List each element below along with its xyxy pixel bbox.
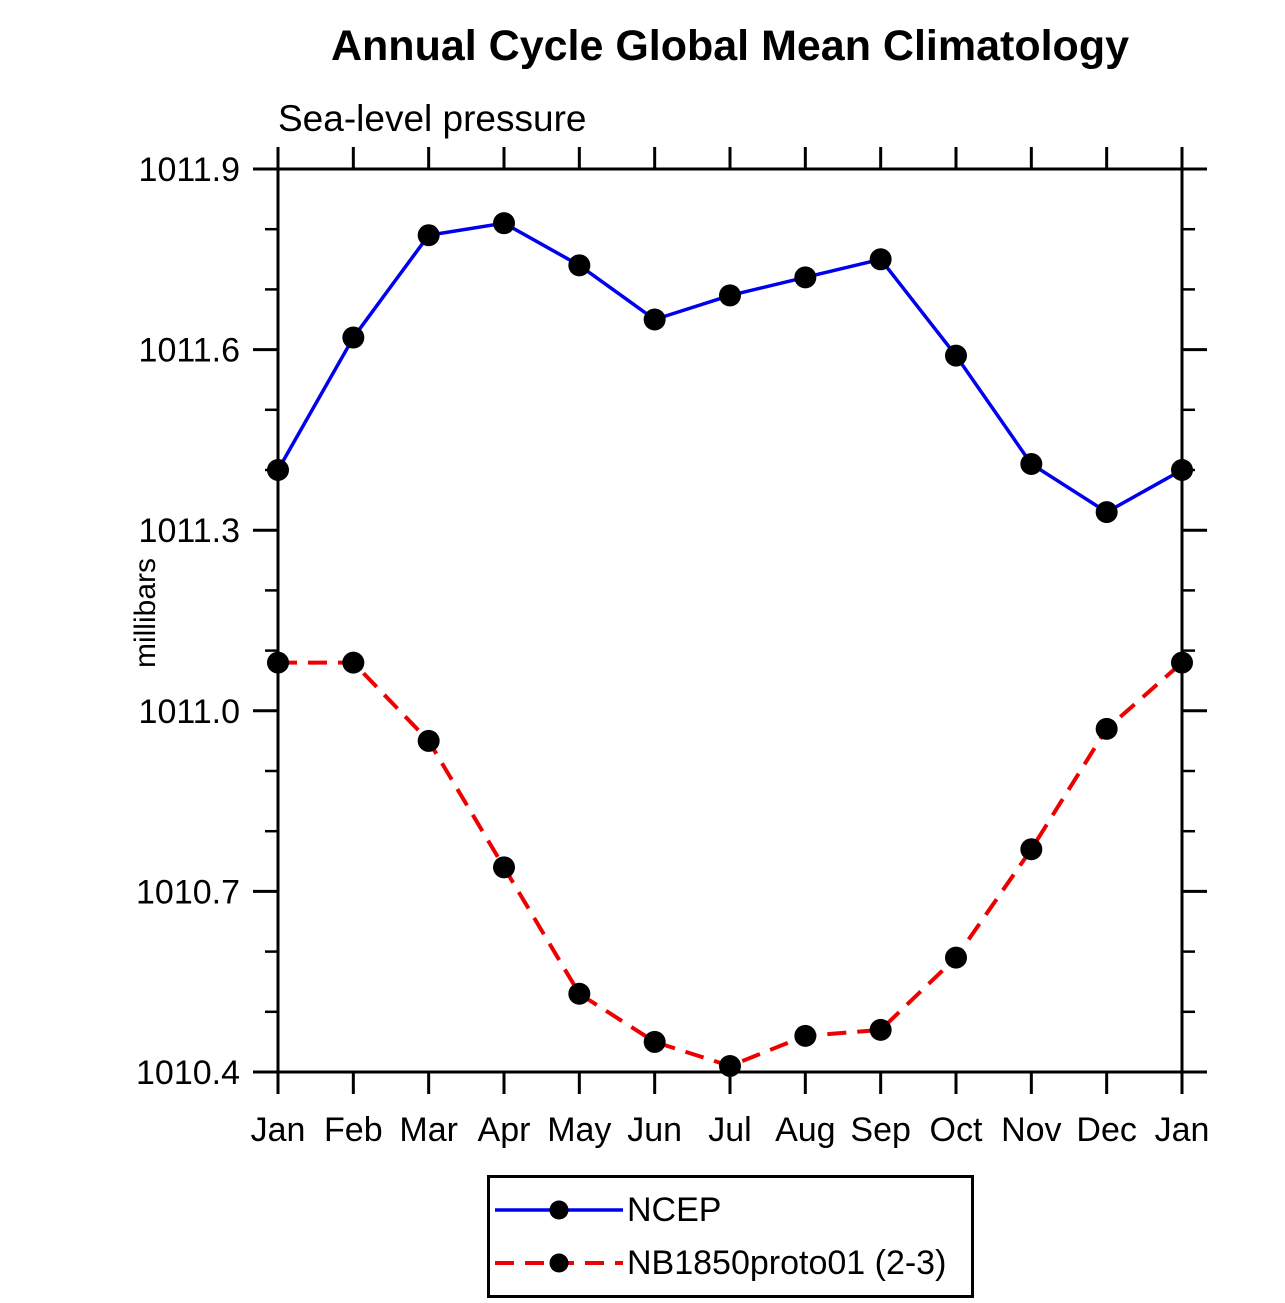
series-marker-nb1850proto01 — [267, 651, 289, 674]
series-line-ncep — [276, 221, 1183, 515]
series-marker-ncep — [568, 254, 591, 277]
legend-box: NCEP NB1850proto01 (2-3) — [487, 1175, 974, 1298]
chart-subtitle: Sea-level pressure — [278, 98, 587, 139]
series-marker-nb1850proto01 — [1095, 717, 1118, 740]
y-tick-label: 1011.6 — [139, 332, 240, 370]
series-marker-nb1850proto01 — [869, 1018, 892, 1041]
series-marker-nb1850proto01 — [643, 1030, 666, 1053]
series-marker-ncep — [719, 284, 741, 307]
series-marker-nb1850proto01 — [417, 729, 440, 752]
series-marker-ncep — [267, 459, 289, 481]
x-tick-label: Apr — [478, 1111, 531, 1149]
series-marker-nb1850proto01 — [493, 856, 515, 879]
x-tick-label: Sep — [850, 1111, 911, 1149]
x-tick-label: Mar — [399, 1111, 458, 1149]
x-tick-label: Jan — [251, 1111, 306, 1149]
x-tick-label: May — [547, 1111, 611, 1149]
legend-marker-ncep — [549, 1200, 569, 1220]
x-tick-label: Jun — [627, 1111, 682, 1149]
legend-entry-ncep: NCEP — [492, 1190, 971, 1230]
series-marker-nb1850proto01 — [1020, 838, 1043, 861]
x-tick-label: Jul — [708, 1111, 751, 1149]
series-marker-ncep — [1020, 452, 1043, 475]
series-marker-ncep — [794, 266, 817, 289]
series-marker-ncep — [643, 308, 666, 331]
y-tick-label: 1011.0 — [139, 693, 240, 731]
series-line-nb1850proto01 — [278, 660, 1184, 1069]
legend-entry-nb1850proto01: NB1850proto01 (2-3) — [492, 1243, 971, 1283]
series-marker-nb1850proto01 — [794, 1024, 817, 1047]
legend-line-sample-ncep — [495, 1200, 623, 1220]
series-marker-nb1850proto01 — [719, 1054, 741, 1077]
x-tick-label: Oct — [930, 1111, 983, 1149]
legend-marker-nb1850proto01 — [549, 1253, 569, 1273]
x-tick-label: Nov — [1001, 1111, 1061, 1149]
series-marker-ncep — [417, 224, 440, 247]
x-tick-label: Aug — [775, 1111, 836, 1149]
series-marker-nb1850proto01 — [1171, 651, 1193, 674]
y-tick-label: 1010.4 — [136, 1054, 240, 1092]
series-marker-ncep — [869, 248, 892, 271]
legend-label-ncep: NCEP — [627, 1190, 722, 1229]
series-marker-ncep — [1171, 459, 1193, 481]
legend-label-nb1850proto01: NB1850proto01 (2-3) — [627, 1243, 947, 1282]
x-tick-label: Dec — [1076, 1111, 1136, 1149]
x-tick-label: Feb — [324, 1111, 383, 1149]
series-marker-ncep — [342, 326, 365, 349]
series-marker-nb1850proto01 — [342, 651, 365, 674]
y-tick-label: 1010.7 — [136, 873, 240, 911]
legend-line-sample-nb1850proto01 — [495, 1253, 623, 1273]
chart-title: Annual Cycle Global Mean Climatology — [330, 22, 1130, 70]
series-marker-ncep — [1095, 501, 1118, 524]
series-marker-nb1850proto01 — [945, 946, 967, 969]
series-marker-nb1850proto01 — [568, 982, 591, 1005]
x-tick-label: Jan — [1155, 1111, 1210, 1149]
y-tick-label: 1011.3 — [139, 512, 240, 550]
y-tick-label: 1011.9 — [139, 151, 240, 189]
series-marker-ncep — [945, 344, 967, 367]
series-marker-ncep — [493, 212, 515, 235]
